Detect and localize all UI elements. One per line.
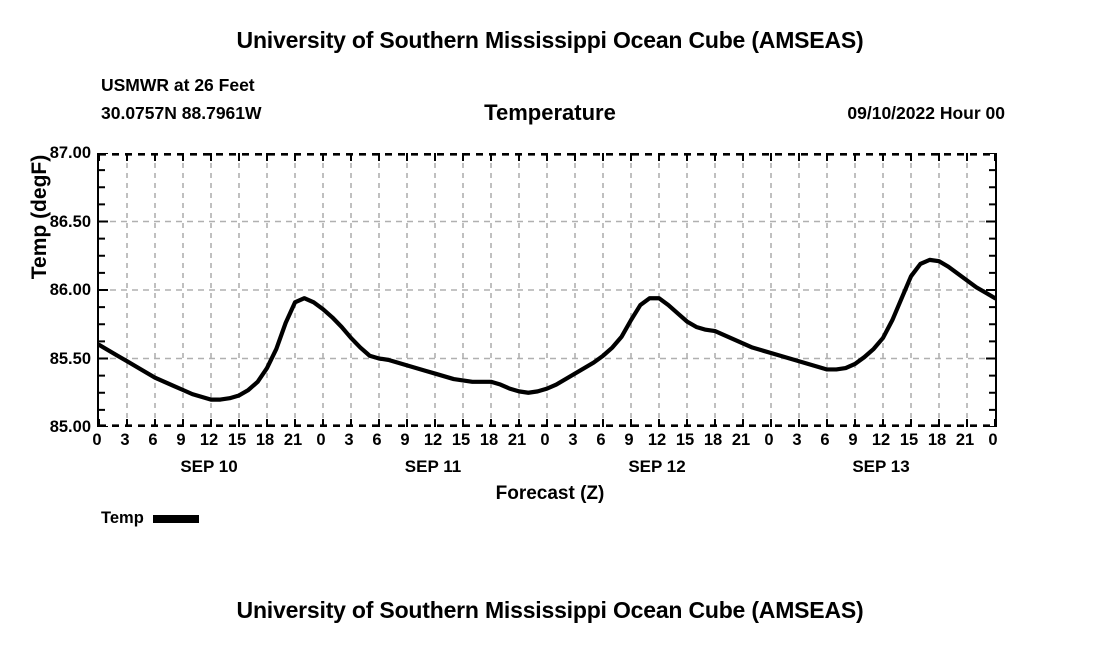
y-tick-label: 85.00 — [49, 418, 91, 436]
x-tick-label: 9 — [624, 431, 634, 449]
station-label: USMWR at 26 Feet — [101, 75, 255, 95]
chart-subtitle: Temperature — [484, 100, 616, 125]
x-tick-label: 21 — [507, 431, 527, 449]
x-tick-label: 18 — [479, 431, 499, 449]
x-tick-label: 15 — [899, 431, 919, 449]
x-tick-label: 6 — [820, 431, 830, 449]
x-tick-label: 15 — [451, 431, 471, 449]
x-tick-label: 6 — [372, 431, 382, 449]
x-tick-label: 3 — [568, 431, 578, 449]
x-tick-label: 0 — [316, 431, 326, 449]
plot-area — [97, 153, 997, 427]
x-tick-label: 12 — [199, 431, 219, 449]
coordinates-label: 30.0757N 88.7961W — [101, 103, 262, 123]
x-axis-day-label: SEP 12 — [628, 457, 686, 476]
x-tick-label: 3 — [792, 431, 802, 449]
x-axis-day-label: SEP 11 — [404, 457, 462, 476]
x-tick-label: 18 — [703, 431, 723, 449]
x-tick-label: 12 — [647, 431, 667, 449]
x-tick-label: 9 — [176, 431, 186, 449]
y-tick-label: 85.50 — [49, 349, 91, 368]
x-tick-label: 0 — [540, 431, 550, 449]
x-axis-day-label: SEP 10 — [180, 457, 238, 476]
x-tick-label: 21 — [955, 431, 975, 449]
y-tick-label: 86.00 — [49, 281, 91, 299]
page-title: University of Southern Mississippi Ocean… — [236, 27, 864, 53]
data-series-temp — [99, 257, 995, 402]
y-tick-label: 87.00 — [49, 144, 91, 162]
legend-label-temp: Temp — [101, 509, 144, 527]
temperature-line-chart — [99, 153, 995, 427]
x-axis-day-label: SEP 13 — [852, 457, 910, 476]
x-tick-label: 18 — [255, 431, 275, 449]
run-time-label: 09/10/2022 Hour 00 — [847, 103, 1005, 123]
x-tick-label: 0 — [764, 431, 774, 449]
x-tick-label: 21 — [731, 431, 751, 449]
x-axis-label: Forecast (Z) — [495, 483, 605, 504]
x-tick-label: 12 — [871, 431, 891, 449]
y-tick-label: 86.50 — [49, 212, 91, 231]
x-tick-label: 21 — [283, 431, 303, 449]
x-tick-label: 18 — [927, 431, 947, 449]
x-tick-label: 15 — [675, 431, 695, 449]
x-tick-label: 6 — [148, 431, 158, 449]
y-axis-ticks: 87.00 86.50 86.00 85.50 85.00 — [5, 0, 91, 650]
x-axis-ticks: 0 3 6 9 12 15 18 21 0 3 6 9 12 15 18 21 0 3 6 9 12 15 18 21 0 3 6 9… — [0, 432, 1100, 456]
x-tick-label: 3 — [120, 431, 130, 449]
x-tick-label: 6 — [596, 431, 606, 449]
legend-swatch-temp — [152, 514, 199, 523]
x-tick-label: 15 — [227, 431, 247, 449]
footer-title: University of Southern Mississippi Ocean… — [236, 597, 864, 623]
x-tick-label: 0 — [92, 431, 102, 449]
legend: Temp — [101, 509, 199, 528]
x-axis-day-labels: SEP 10 SEP 11 SEP 12 SEP 13 — [0, 458, 1100, 482]
x-tick-label: 0 — [988, 431, 998, 449]
x-tick-label: 9 — [400, 431, 410, 449]
x-tick-label: 3 — [344, 431, 354, 449]
x-tick-label: 12 — [423, 431, 443, 449]
x-tick-label: 9 — [848, 431, 858, 449]
